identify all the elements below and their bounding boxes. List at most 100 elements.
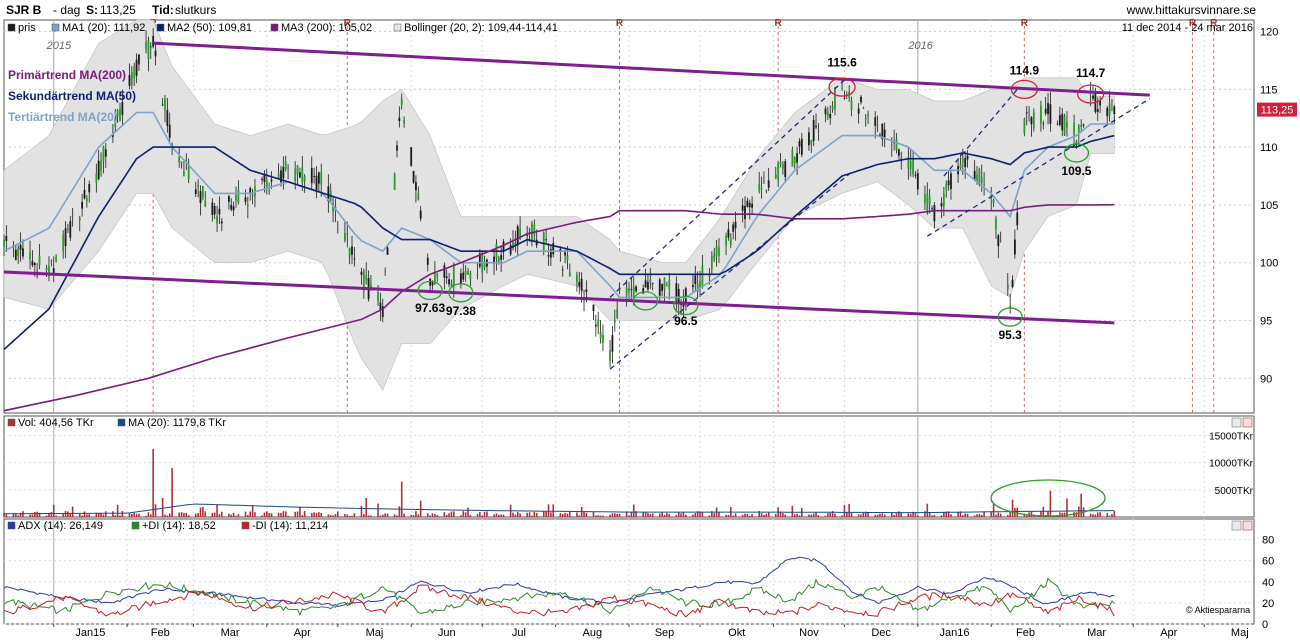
candle-body	[360, 271, 363, 275]
volume-bar	[635, 511, 637, 517]
volume-bar	[883, 514, 886, 517]
trend-label: Tertiärtrend MA(20)	[8, 110, 118, 124]
candle-body	[710, 256, 713, 270]
volume-bar	[583, 511, 585, 517]
channel-line	[926, 98, 1151, 237]
candle-body	[718, 247, 720, 257]
candle-body	[725, 235, 727, 246]
candle-body	[741, 205, 744, 211]
volume-bar	[1099, 512, 1101, 517]
price-annotation: 114.7	[1076, 66, 1106, 80]
volume-bar	[512, 512, 514, 517]
candle-body	[104, 149, 107, 157]
volume-bar	[860, 514, 862, 517]
volume-bar	[164, 514, 166, 517]
candle-body	[578, 281, 581, 287]
candle-body	[912, 157, 914, 175]
candle-body	[644, 280, 647, 288]
volume-bar	[171, 468, 173, 517]
volume-bar	[467, 507, 469, 517]
volume-bar	[1042, 506, 1045, 517]
volume-bar	[360, 505, 363, 517]
candle-body	[973, 170, 976, 180]
volume-bar	[533, 512, 536, 517]
candle-body	[497, 257, 500, 264]
candle-body	[1073, 122, 1075, 136]
price-tick-label: 120	[1260, 27, 1278, 39]
candle-body	[566, 255, 569, 261]
candle-body	[154, 50, 157, 57]
ma20-line	[3, 111, 1115, 299]
ma50-line	[3, 134, 1115, 351]
candle-body	[168, 124, 171, 138]
volume-bar	[313, 512, 315, 517]
trough-highlight	[632, 291, 659, 311]
x-axis-label: Jun	[438, 627, 456, 639]
volume-bar	[744, 513, 746, 517]
volume-bar	[202, 506, 204, 517]
volume-bar	[644, 511, 647, 517]
candle-body	[336, 228, 339, 230]
report-marker: R	[775, 18, 783, 29]
candle-body	[410, 147, 413, 166]
volume-bar	[661, 512, 663, 517]
candle-body	[201, 185, 204, 197]
volume-bar	[417, 514, 420, 517]
candle-body	[213, 205, 216, 215]
volume-bar	[599, 515, 602, 517]
candle-body	[945, 183, 948, 191]
volume-bar	[917, 515, 919, 517]
candle-body	[516, 226, 519, 246]
volume-bar	[1011, 499, 1014, 517]
peak-highlight	[828, 77, 856, 97]
volume-bar	[625, 511, 628, 517]
volume-bar	[486, 511, 488, 517]
candle-body	[412, 171, 415, 183]
volume-bar	[796, 513, 798, 517]
candle-body	[346, 233, 349, 235]
volume-bar	[154, 504, 157, 517]
volume-bar	[365, 497, 368, 517]
trend-label: Primärtrend MA(200)	[8, 68, 126, 82]
volume-bar	[448, 513, 450, 517]
volume-bar	[445, 514, 448, 517]
volume-bar	[419, 500, 422, 517]
candle-body	[727, 229, 730, 238]
volume-bar	[628, 515, 630, 517]
candle-body	[81, 201, 84, 209]
volume-bar	[476, 513, 479, 517]
volume-bar	[514, 514, 517, 517]
volume-bar	[104, 511, 107, 517]
candle-body	[237, 189, 240, 203]
candle-body	[781, 164, 784, 169]
volume-bar	[566, 513, 569, 517]
volume-bar	[216, 504, 218, 517]
x-axis-label: Jan16	[940, 627, 970, 639]
candle-body	[164, 98, 166, 110]
candle-body	[62, 234, 65, 251]
volume-bar	[320, 513, 323, 517]
volume-bar	[270, 513, 273, 517]
candle-body	[52, 268, 55, 275]
candle-body	[881, 123, 884, 140]
candle-body	[313, 176, 316, 177]
x-axis-label: Mar	[221, 627, 240, 639]
candle-body	[798, 141, 801, 147]
volume-bar	[649, 514, 652, 517]
candle-body	[353, 258, 356, 260]
candle-body	[320, 172, 323, 185]
volume-bar	[469, 515, 472, 517]
volume-bar	[386, 513, 389, 517]
volume-bar	[1016, 507, 1019, 517]
ma200-line	[3, 203, 1115, 412]
candle-body	[251, 194, 254, 196]
candle-body	[85, 198, 88, 202]
trough-highlight	[997, 307, 1023, 327]
candle-body	[448, 279, 450, 285]
volume-bar	[675, 514, 678, 517]
panel-settings-button	[1231, 417, 1242, 428]
volume-bar	[149, 514, 152, 517]
volume-bar	[249, 511, 252, 517]
volume-bar	[1075, 512, 1078, 517]
